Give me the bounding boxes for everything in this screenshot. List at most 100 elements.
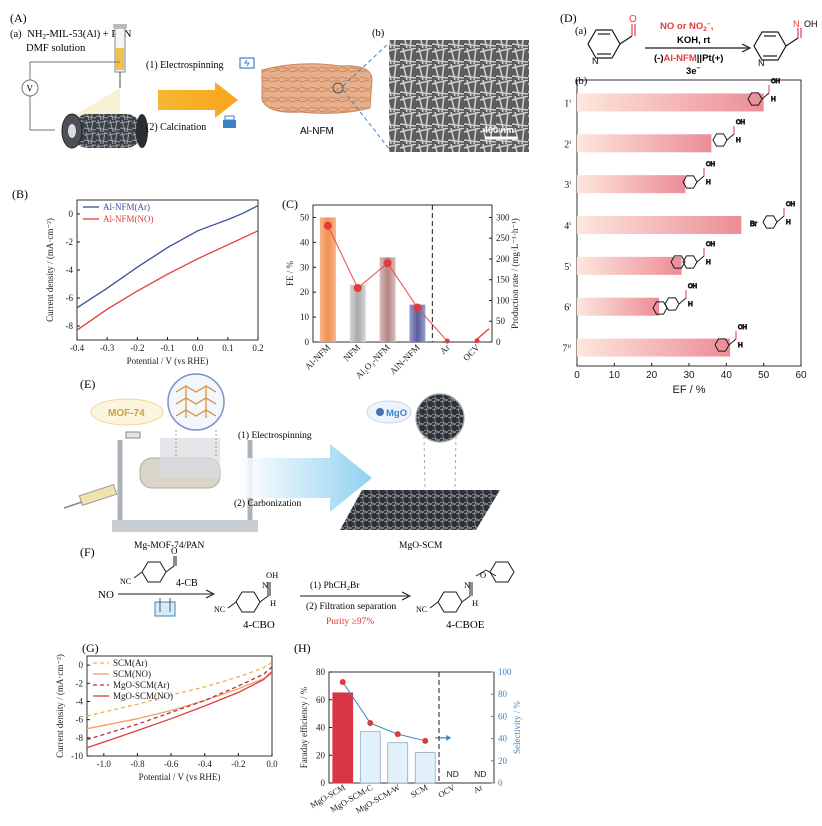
mgo-scm-image [340, 393, 500, 530]
legend-entry: Al-NFM(NO) [103, 214, 154, 224]
y-tick-label: -6 [76, 715, 84, 725]
ocv-marker [474, 328, 490, 342]
series-line [76, 230, 259, 331]
ring [747, 92, 763, 106]
ef-bar [577, 175, 686, 194]
x-axis-label: EF / % [672, 384, 705, 396]
y-tick-label: 20 [316, 750, 326, 760]
x-tick-label: -0.4 [198, 759, 213, 769]
y-right-tick-label: 20 [498, 756, 508, 766]
production-point [444, 338, 450, 344]
x-tick-label: 40 [721, 370, 733, 381]
ring [762, 215, 778, 229]
y-right-tick-label: 50 [496, 316, 506, 326]
production-point [323, 221, 332, 230]
svg-text:N: N [592, 56, 599, 66]
fe-bar [349, 284, 366, 342]
fe-bar [332, 692, 354, 784]
oh-label: OH [688, 284, 697, 290]
ring [670, 255, 686, 269]
ef-bar [577, 338, 731, 357]
panel-a-label: (A) [10, 11, 27, 25]
y-tick-label: 10 [300, 312, 310, 322]
legend-entry: MgO-SCM(NO) [113, 691, 173, 701]
bond [726, 133, 735, 141]
ef-bar [577, 134, 712, 153]
series-line [86, 671, 273, 749]
x-tick-label: 50 [758, 370, 770, 381]
svg-text:N: N [464, 580, 470, 590]
svg-text:V: V [27, 84, 34, 94]
y-right-axis-label: Production rate / (mg·L⁻¹·h⁻¹) [510, 218, 520, 329]
h-label: H [688, 301, 693, 308]
production-point [413, 303, 422, 312]
x-tick-label: 0.0 [266, 759, 278, 769]
bond [761, 92, 770, 100]
svg-text:MOF-74: MOF-74 [108, 408, 145, 419]
y-tick-label: -6 [66, 293, 74, 303]
reactant-structure-icon [587, 24, 636, 59]
y-tick-label: -4 [66, 265, 74, 275]
y-right-tick-label: 200 [496, 254, 510, 264]
y-right-axis-label: Selectivity / % [512, 701, 522, 754]
h-label: H [786, 219, 791, 226]
y-right-tick-label: 0 [496, 337, 501, 347]
chart-d: 1ⁱ 2ⁱ 3ⁱ 4ⁱ 5ⁱ 6ⁱ 7ⁱⁱ 0 10 20 30 40 50 60 EF / % [562, 79, 807, 396]
precursor-solvent: DMF solution [26, 43, 86, 54]
y-right-tick-label: 0 [498, 778, 503, 788]
x-tick-label: 0 [574, 370, 580, 381]
fe-bar [379, 257, 396, 342]
y-tick-label: -10 [71, 751, 83, 761]
panel-d-sub-a: (a) [575, 26, 587, 37]
oh-label: OH [738, 325, 747, 331]
y-axis-label: Current density / (mA·cm⁻²) [45, 218, 55, 322]
bond [696, 255, 705, 263]
y-tick-label: 20 [300, 287, 310, 297]
svg-text:NC: NC [214, 605, 225, 614]
legend-entry: MgO-SCM(Ar) [113, 680, 170, 690]
y-right-tick-label: 150 [496, 275, 510, 285]
y-right-tick-label: 40 [498, 734, 508, 744]
x-tick-label: -0.2 [130, 343, 144, 353]
y-tick-label: 0 [305, 337, 310, 347]
y-right-tick-label: 100 [496, 295, 510, 305]
category-label: NFM [341, 342, 362, 363]
selectivity-point [339, 678, 346, 685]
x-tick-label: 10 [609, 370, 621, 381]
category-label: Ar [471, 782, 484, 795]
x-tick-label: 60 [795, 370, 807, 381]
production-point [383, 259, 392, 268]
label-4cboe: 4-CBOE [446, 619, 485, 631]
4-cboe-structure-icon [429, 561, 515, 613]
y-tick-label: -8 [66, 321, 74, 331]
panel-b: (B) -0.4 -0.3 -0.2 -0.1 0.0 0.1 0.2 0 -2 -4 -6 -8 Po… [12, 187, 264, 366]
legend-entry: SCM(Ar) [113, 658, 148, 668]
substrate-structure-icon: OH H [712, 120, 746, 147]
panel-f: (F) NO O NC 4-CB OH N H NC [80, 545, 515, 631]
substrate-structure-icon: OH H [652, 284, 698, 315]
fe-bar [359, 731, 381, 784]
step1-electrospinning: (1) Electrospinning [146, 60, 223, 71]
svg-text:OH: OH [266, 570, 278, 580]
oh-label: OH [706, 162, 715, 168]
furnace-icon [223, 115, 236, 128]
panel-e: (E) MOF-74 ( [63, 373, 500, 551]
condition-no: NO or NO [660, 21, 703, 32]
reagent-no: NO [98, 589, 114, 601]
axis-arrow-head [446, 734, 452, 741]
y-tick-label: 0 [69, 209, 74, 219]
scale-bar-label: 400 nm [483, 125, 514, 135]
left-caption: Mg-MOF-74/PAN [134, 541, 205, 551]
svg-text:(1) PhCH2Br: (1) PhCH2Br [310, 580, 360, 592]
purity-label: Purity ≥97% [326, 617, 374, 627]
substrate-structure-icon: OH H [670, 242, 716, 269]
x-axis-label: Potential / V (vs RHE) [139, 772, 221, 782]
label-4cbo: 4-CBO [243, 619, 275, 631]
series-line [86, 666, 273, 741]
fe-bar [409, 304, 426, 342]
y-tick-label: 30 [300, 262, 310, 272]
x-tick-label: 30 [683, 370, 695, 381]
x-tick-label: -1.0 [97, 759, 112, 769]
br-label: Br [750, 221, 758, 228]
